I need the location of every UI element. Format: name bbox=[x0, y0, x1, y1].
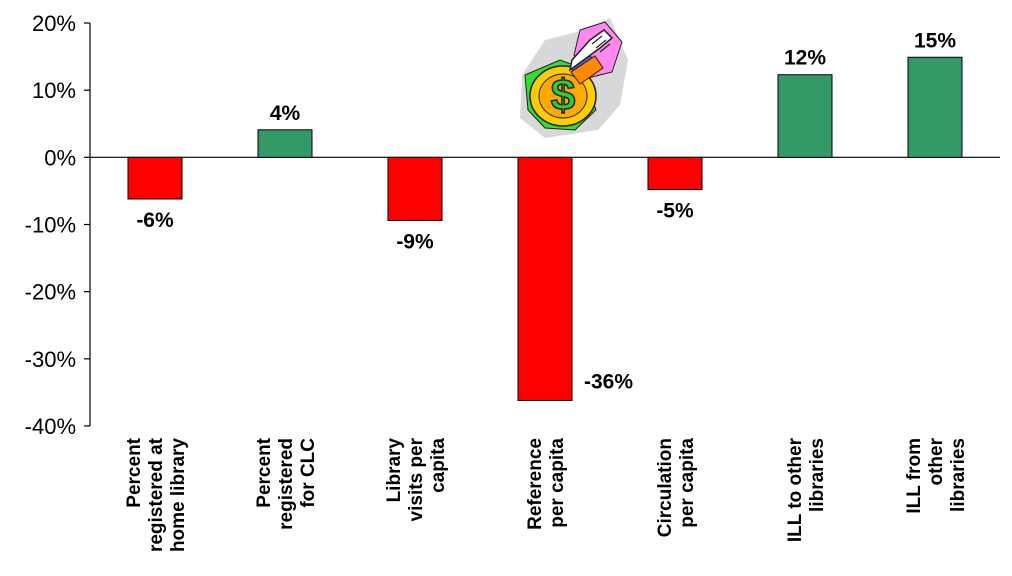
data-label: 12% bbox=[784, 47, 826, 70]
money-hand-clipart-icon: $ bbox=[520, 18, 628, 138]
x-category-label-line: Circulation bbox=[655, 438, 676, 537]
data-label: -6% bbox=[136, 209, 174, 232]
x-category-label-line: per capita bbox=[547, 438, 568, 528]
x-category-label: Percent registered at home library bbox=[124, 437, 189, 552]
x-category-label-line: registered at bbox=[146, 437, 167, 552]
data-label: -9% bbox=[396, 230, 434, 253]
data-labels: -6% 4% -9% -36% -5% 12% 15% bbox=[136, 29, 956, 393]
bar bbox=[387, 156, 443, 221]
data-label: -5% bbox=[656, 200, 694, 223]
bar bbox=[647, 156, 703, 191]
x-category-label-line: libraries bbox=[807, 438, 828, 512]
x-category-label-line: registered bbox=[276, 438, 297, 530]
x-category-label-line: Percent bbox=[124, 437, 145, 507]
x-category-label-line: home library bbox=[168, 438, 189, 552]
x-axis-labels: Percent registered at home library Percent r… bbox=[124, 437, 969, 552]
svg-text:$: $ bbox=[551, 71, 575, 120]
x-category-label-line: Reference bbox=[525, 438, 546, 530]
x-category-label-line: Percent bbox=[254, 437, 275, 507]
x-category-label: ILL to other libraries bbox=[785, 437, 828, 542]
y-tick-label: -30% bbox=[25, 347, 76, 372]
y-tick-label: -40% bbox=[25, 414, 76, 439]
data-label: 15% bbox=[914, 29, 956, 52]
data-label: 4% bbox=[270, 102, 301, 125]
x-category-label-line: for CLC bbox=[298, 438, 319, 508]
bar bbox=[777, 74, 833, 158]
x-category-label-line: visits per bbox=[406, 437, 427, 521]
x-category-label: Circulation per capita bbox=[655, 438, 698, 538]
bar bbox=[517, 156, 573, 401]
data-label: -36% bbox=[584, 370, 633, 393]
x-category-label: Percent registered for CLC bbox=[254, 437, 319, 530]
x-category-label-line: Library bbox=[384, 438, 405, 503]
y-axis-ticks: 20% 10% 0% -10% -20% -30% -40% bbox=[25, 11, 76, 439]
x-category-label-line: per capita bbox=[677, 438, 698, 528]
y-tick-label: -10% bbox=[25, 213, 76, 238]
x-category-label: ILL from other libraries bbox=[904, 437, 969, 513]
y-tick-label: 20% bbox=[32, 11, 76, 36]
bar bbox=[907, 56, 963, 158]
bar bbox=[257, 129, 313, 158]
y-tick-label: -20% bbox=[25, 280, 76, 305]
x-category-label-line: ILL to other bbox=[785, 437, 806, 542]
bars bbox=[127, 56, 963, 401]
y-tick-label: 10% bbox=[32, 78, 76, 103]
x-category-label-line: libraries bbox=[948, 438, 969, 512]
x-category-label-line: ILL from bbox=[904, 438, 925, 514]
y-tick-label: 0% bbox=[44, 145, 76, 170]
bar bbox=[127, 156, 183, 200]
x-category-label-line: other bbox=[926, 437, 947, 485]
x-category-label-line: capita bbox=[428, 438, 449, 493]
x-category-label: Library visits per capita bbox=[384, 437, 449, 521]
x-category-label: Reference per capita bbox=[525, 438, 568, 530]
